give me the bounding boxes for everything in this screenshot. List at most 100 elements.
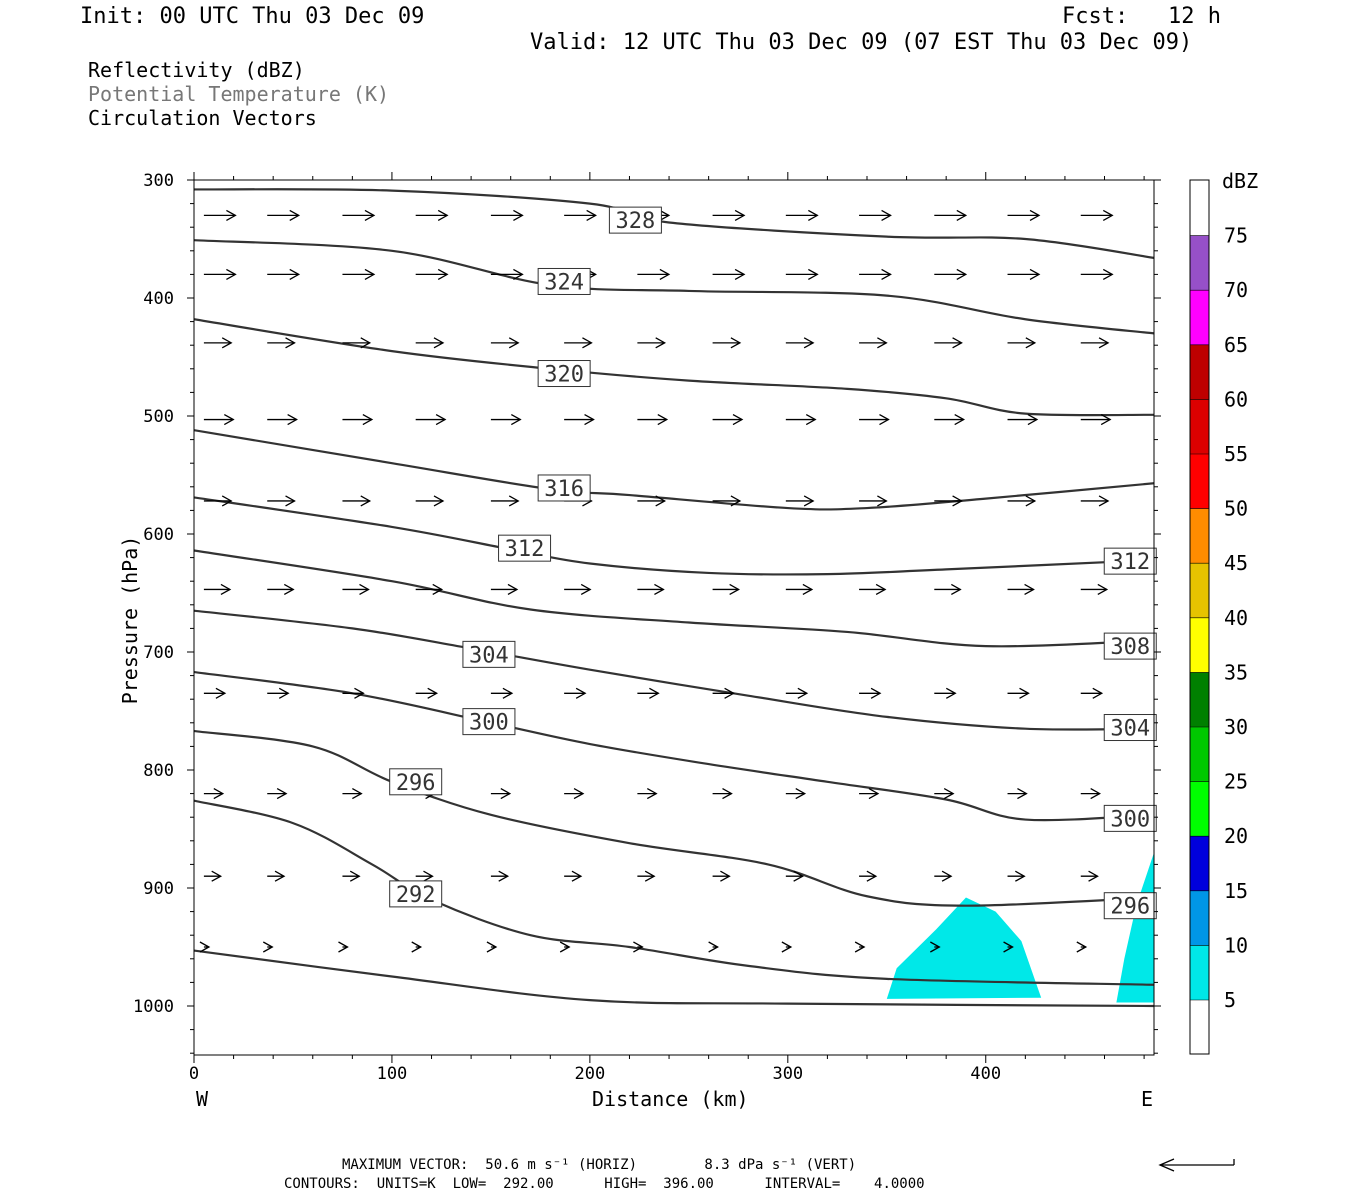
valid-time: Valid: 12 UTC Thu 03 Dec 09 (07 EST Thu … <box>530 30 1193 55</box>
vector-0-4 <box>490 209 524 221</box>
contour-label-304: 304 <box>1103 714 1157 742</box>
svg-text:328: 328 <box>616 209 656 234</box>
colorbar-label-50: 50 <box>1224 497 1248 521</box>
vector-6-7 <box>712 687 735 699</box>
vector-5-3 <box>415 583 444 596</box>
contour-label-308: 308 <box>1103 632 1157 660</box>
vector-9-8 <box>781 941 793 953</box>
vector-1-4 <box>490 268 524 280</box>
vector-6-6 <box>637 687 660 699</box>
colorbar-swatch-10 <box>1190 890 1209 946</box>
colorbar-swatch-55 <box>1190 399 1209 454</box>
svg-text:312: 312 <box>1110 550 1150 575</box>
x-axis-east-label: E <box>1141 1087 1154 1111</box>
svg-text:304: 304 <box>1110 717 1150 742</box>
colorbar-label-10: 10 <box>1224 933 1248 957</box>
theta-contour-320 <box>194 318 1154 417</box>
vector-6-11 <box>1007 687 1030 699</box>
contour-label-296: 296 <box>1103 892 1157 920</box>
max-vector-info: MAXIMUM VECTOR: 50.6 m s⁻¹ (HORIZ) 8.3 d… <box>342 1157 857 1173</box>
colorbar-label-25: 25 <box>1224 770 1248 794</box>
contour-label-316: 316 <box>537 474 591 502</box>
legend-reflectivity: Reflectivity (dBZ) <box>88 58 305 82</box>
vector-6-9 <box>859 687 882 699</box>
x-axis-west-label: W <box>196 1087 209 1111</box>
colorbar-swatch-60 <box>1190 344 1209 400</box>
legend-theta: Potential Temperature (K) <box>88 82 390 106</box>
vector-5-10 <box>934 583 962 596</box>
y-tick-label-700: 700 <box>143 643 174 663</box>
vector-9-4 <box>486 941 498 953</box>
vector-4-0 <box>203 495 233 507</box>
vector-6-0 <box>203 687 227 699</box>
vector-5-7 <box>712 583 740 596</box>
colorbar-label-35: 35 <box>1224 660 1248 684</box>
contour-label-312: 312 <box>1103 547 1157 575</box>
colorbar-swatch-30 <box>1190 672 1209 727</box>
vector-8-2 <box>342 870 361 882</box>
vector-2-8 <box>785 337 815 349</box>
vector-7-1 <box>267 788 288 800</box>
colorbar-label-20: 20 <box>1224 824 1248 848</box>
theta-contour-296 <box>194 729 1154 907</box>
vector-3-8 <box>785 413 817 426</box>
vector-7-12 <box>1080 788 1102 800</box>
vector-3-6 <box>637 413 669 426</box>
vector-3-9 <box>859 413 890 426</box>
vector-5-6 <box>637 583 665 596</box>
vector-5-12 <box>1080 583 1109 596</box>
vector-7-10 <box>934 788 955 800</box>
vector-0-11 <box>1007 209 1041 221</box>
y-tick-label-1000: 1000 <box>133 997 174 1017</box>
vector-4-4 <box>490 495 520 507</box>
reference-vector <box>1158 1158 1235 1172</box>
colorbar-swatch-45 <box>1190 508 1209 564</box>
colorbar-swatch-65 <box>1190 290 1209 345</box>
vector-8-12 <box>1080 870 1099 882</box>
vector-7-0 <box>203 788 225 800</box>
vector-3-5 <box>564 413 595 426</box>
vector-5-11 <box>1007 583 1035 596</box>
contour-label-300: 300 <box>1103 804 1157 832</box>
colorbar-label-70: 70 <box>1224 278 1248 302</box>
vector-6-10 <box>934 687 957 699</box>
forecast-hour: Fcst: 12 h <box>1062 4 1221 29</box>
svg-text:292: 292 <box>396 883 436 908</box>
colorbar-swatch-50 <box>1190 454 1209 509</box>
vector-7-4 <box>490 788 512 800</box>
theta-contour-328 <box>194 188 1154 259</box>
y-tick-label-400: 400 <box>143 289 174 309</box>
x-tick-label-0: 0 <box>189 1064 199 1084</box>
vector-2-6 <box>637 337 667 349</box>
vector-2-3 <box>415 337 445 349</box>
vector-9-7 <box>708 941 719 953</box>
colorbar-swatch-5 <box>1190 945 1209 1000</box>
vector-3-12 <box>1080 413 1112 426</box>
colorbar-label-30: 30 <box>1224 715 1248 739</box>
reflectivity-area-0 <box>886 897 1042 999</box>
vector-9-3 <box>411 941 423 953</box>
x-tick-label-300: 300 <box>772 1064 803 1084</box>
colorbar-title: dBZ <box>1222 169 1259 193</box>
vector-4-6 <box>637 495 667 507</box>
y-tick-label-900: 900 <box>143 879 174 899</box>
vector-9-10 <box>930 941 941 953</box>
svg-text:316: 316 <box>544 477 584 502</box>
vector-0-5 <box>564 209 597 221</box>
vector-7-11 <box>1007 788 1028 800</box>
colorbar-swatch-20 <box>1190 781 1209 837</box>
vector-6-12 <box>1080 687 1104 699</box>
vector-8-10 <box>934 870 953 882</box>
vector-1-0 <box>203 268 237 280</box>
x-tick-label-200: 200 <box>575 1064 606 1084</box>
vector-6-4 <box>490 687 514 699</box>
vector-3-3 <box>415 413 447 426</box>
vector-0-12 <box>1080 209 1114 221</box>
vector-8-1 <box>267 870 286 882</box>
x-tick-label-400: 400 <box>970 1064 1001 1084</box>
contour-label-324: 324 <box>537 267 591 295</box>
vector-8-5 <box>564 870 583 882</box>
vector-9-9 <box>854 941 866 953</box>
svg-text:300: 300 <box>469 711 509 736</box>
contour-label-320: 320 <box>537 360 591 388</box>
